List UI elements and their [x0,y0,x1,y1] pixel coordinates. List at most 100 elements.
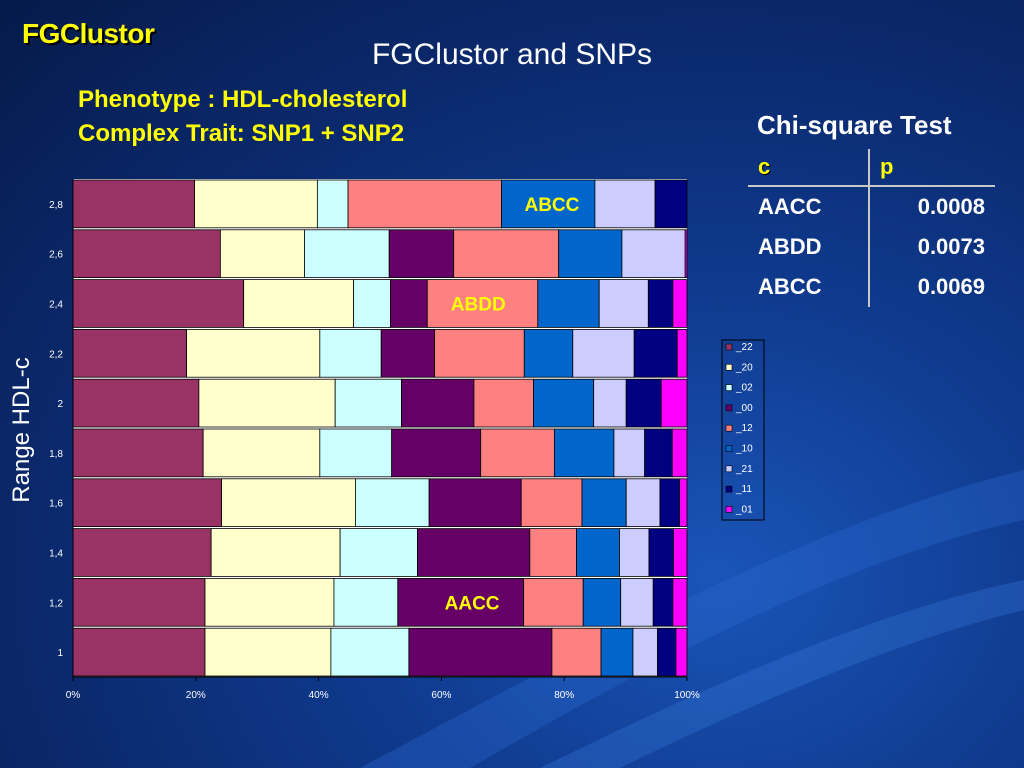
annotation-abdd: ABDD [451,295,506,316]
bar-segment-20-2-2 [186,328,321,378]
bar-segment-12-1 [551,627,602,677]
subtitle-complex-trait: Complex Trait: SNP1 + SNP2 [78,120,405,147]
bar-segment-02-1 [330,627,410,677]
bar-segment-12-2 [473,378,534,428]
y-tick-label: 2,2 [49,349,63,360]
bar-segment-01-1 [675,627,688,677]
bar-segment-12-1-6 [520,478,583,528]
bar-segment-20-1-8 [202,428,321,478]
bar-segment-02-2-4 [353,279,391,328]
bar-segment-22-1-2 [72,577,206,627]
bar-segment-22-1-6 [72,478,222,528]
bar-segment-01-1-8 [671,428,688,478]
bar-segment-21-2-4 [598,279,649,328]
y-tick-label: 1,4 [49,549,63,560]
legend-label: _10 [735,444,753,455]
bar-segment-21-1-4 [619,528,650,577]
legend-label: _11 [735,484,752,495]
bar-segment-11-2-8 [654,179,688,229]
bar-segment-22-2-4 [72,279,245,328]
y-tick-label: 2 [57,399,63,410]
bar-segment-12-1-4 [529,528,577,577]
bar-segment-20-1-4 [210,528,341,577]
bar-segment-22-2-8 [72,179,195,229]
bar-segment-00-1-6 [428,478,522,528]
bar-segment-20-1-6 [221,478,356,528]
bar-segment-02-2 [334,378,402,428]
bar-segment-21-1-6 [625,478,661,528]
bar-segment-20-1-2 [204,577,335,627]
bar-segment-22-2 [72,378,200,428]
bar-segment-21-2 [593,378,627,428]
legend-box [721,339,765,521]
legend-label: _21 [735,464,753,475]
bar-segment-21-1-8 [613,428,646,478]
chi-square-table: c p AACC 0.0008 ABDD 0.0073 ABCC 0.0069 [748,149,995,307]
y-tick-label: 1,2 [49,598,63,609]
legend-swatch-22 [725,343,733,351]
bar-segment-00-1 [408,627,553,677]
annotation-aacc: AACC [445,593,500,614]
bar-segment-00-2-6 [388,229,455,279]
legend-swatch-21 [725,465,733,473]
bar-segment-21-2-2 [572,328,635,378]
x-tick-label: 40% [309,690,329,701]
row-p: 0.0073 [917,234,985,259]
legend-label: _22 [735,342,753,353]
bar-segment-02-2-8 [316,179,349,229]
bar-segment-21-2-6 [621,229,686,279]
header-c: c [748,149,870,187]
bar-segment-00-2 [401,378,475,428]
bar-segment-20-2 [198,378,336,428]
legend-swatch-12 [725,424,733,432]
bar-segment-12-1-2 [523,577,584,627]
legend-swatch-01 [725,506,733,513]
bar-segment-11-1-8 [644,428,673,478]
bar-segment-12-2-4 [426,279,539,328]
y-tick-label: 2,6 [49,250,63,261]
bar-segment-01-2-4 [672,279,688,328]
legend-swatch-00 [725,404,733,412]
bar-segment-10-2-2 [523,328,574,378]
bar-segment-01-2-6 [684,229,688,279]
bar-segment-10-2-6 [558,229,623,279]
legend-label: _01 [735,504,753,515]
y-tick-label: 1,6 [49,499,63,510]
slide-title: FGClustor and SNPs [371,38,653,71]
bar-segment-22-2-6 [72,229,221,279]
bar-segment-00-1-4 [417,528,531,577]
bar-segment-11-2 [625,378,662,428]
y-tick-label: 2,8 [49,200,63,211]
bar-segment-11-2-2 [633,328,678,378]
legend-label: _00 [735,403,753,414]
bar-segment-02-1-8 [319,428,393,478]
bar-segment-02-1-4 [339,528,418,577]
bar-segment-10-1 [600,627,634,677]
chi-square-header-row: c p [748,149,995,187]
y-tick-label: 1 [57,648,63,659]
bar-segment-10-1-6 [581,478,627,528]
legend-swatch-11 [725,485,733,493]
x-tick-label: 0% [66,690,81,701]
x-tick-label: 80% [554,690,574,701]
y-tick-label: 1,8 [49,449,63,460]
bar-segment-01-2 [660,378,688,428]
legend-swatch-02 [725,384,733,391]
table-row: AACC 0.0008 [748,186,995,227]
x-tick-label: 20% [186,690,206,701]
bar-segment-22-2-2 [72,328,187,378]
bar-segment-02-1-6 [355,478,430,528]
bar-segment-00-1-2 [397,577,525,627]
bar-segment-10-2 [533,378,595,428]
header-p: p [869,149,995,187]
bar-segment-02-2-2 [319,328,382,378]
bar-segment-01-1-4 [673,528,688,577]
bar-segment-21-2-8 [594,179,656,229]
x-tick-label: 100% [674,690,700,701]
bar-segment-01-1-2 [672,577,688,627]
bar-segment-11-1-4 [648,528,674,577]
bar-segment-11-1-6 [659,478,681,528]
bar-segment-21-1-2 [620,577,654,627]
chi-square-panel: Chi-square Test c p AACC 0.0008 ABDD 0.0… [748,110,995,307]
